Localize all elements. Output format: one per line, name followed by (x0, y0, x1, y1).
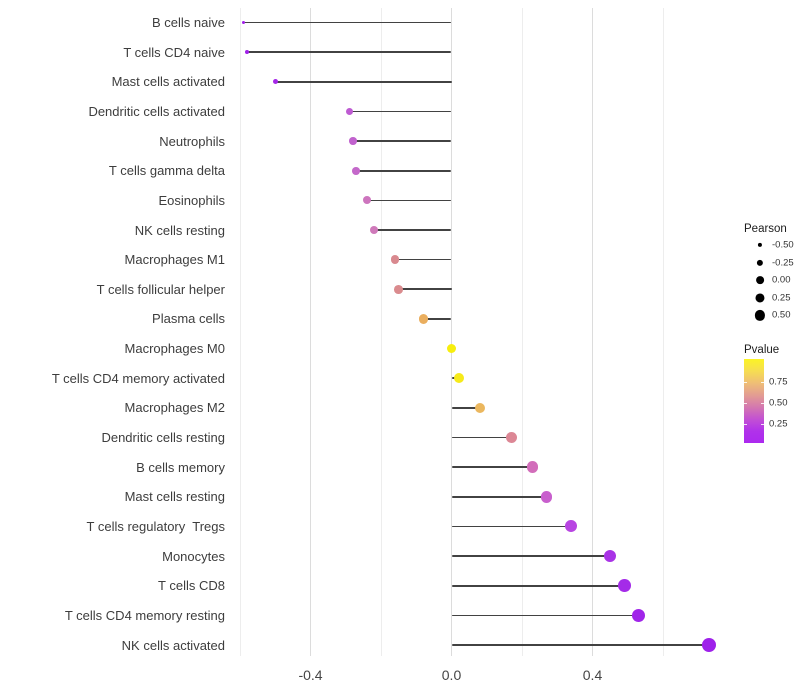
category-label: T cells follicular helper (96, 281, 225, 297)
category-label: T cells regulatory Tregs (86, 518, 225, 534)
pvalue-colorbar-tick (744, 382, 747, 384)
category-label: Mast cells resting (124, 489, 225, 505)
category-label: Macrophages M1 (124, 252, 225, 268)
gridline-minor (239, 8, 241, 656)
category-label: Dendritic cells resting (101, 430, 225, 445)
x-tick-label: 0.4 (582, 667, 603, 683)
lollipop-stick (349, 110, 452, 113)
category-label: T cells CD4 naive (123, 44, 225, 60)
lollipop-stick (373, 229, 452, 231)
pvalue-colorbar-tick (761, 402, 764, 404)
lollipop-dot (526, 461, 539, 473)
x-tick-label: -0.4 (298, 667, 323, 683)
lollipop-dot (617, 579, 631, 593)
lollipop-dot (631, 608, 645, 622)
lollipop-stick (451, 407, 480, 409)
lollipop-dot (349, 137, 357, 145)
lollipop-stick (451, 525, 572, 528)
lollipop-dot (362, 196, 371, 205)
gridline-major (592, 8, 593, 656)
category-label: B cells naive (152, 15, 225, 30)
lollipop-stick (451, 614, 639, 617)
category-label: T cells CD8 (158, 578, 225, 594)
pvalue-colorbar-label: 0.50 (769, 397, 788, 409)
lollipop-dot (446, 343, 457, 354)
lollipop-stick (451, 584, 625, 587)
category-label: B cells memory (136, 459, 225, 475)
lollipop-dot (418, 314, 428, 324)
pearson-legend-dot (756, 259, 764, 266)
lollipop-stick (451, 555, 611, 557)
lollipop-stick (356, 169, 452, 172)
category-label: Macrophages M0 (124, 341, 225, 357)
lollipop-dot (540, 491, 553, 503)
lollipop-stick (451, 644, 709, 646)
lollipop-stick (451, 466, 533, 468)
pearson-legend-dot (754, 310, 766, 321)
pvalue-colorbar-tick (761, 382, 764, 384)
category-label: T cells CD4 memory resting (64, 607, 225, 623)
lollipop-dot (272, 79, 278, 85)
lollipop-dot (345, 107, 353, 116)
lollipop-dot (701, 638, 716, 652)
lollipop-dot (603, 549, 617, 563)
lollipop-stick (366, 199, 452, 202)
lollipop-dot (352, 166, 361, 175)
lollipop-stick (352, 140, 452, 142)
pvalue-colorbar-tick (744, 402, 747, 404)
category-label: Plasma cells (152, 311, 225, 327)
lollipop-stick (247, 51, 452, 53)
lollipop-dot (474, 402, 485, 414)
gridline-major (451, 8, 452, 656)
pvalue-colorbar-label: 0.25 (769, 418, 788, 430)
category-label: NK cells activated (121, 637, 225, 653)
lollipop-dot (565, 520, 578, 533)
gridline-major (310, 8, 311, 656)
pvalue-colorbar (744, 359, 764, 443)
category-label: Dendritic cells activated (88, 103, 225, 119)
category-label: T cells gamma delta (108, 163, 225, 179)
lollipop-dot (453, 373, 464, 384)
lollipop-dot (394, 284, 403, 294)
lollipop-stick (398, 288, 452, 291)
category-label: Macrophages M2 (124, 400, 225, 416)
pearson-legend-label: -0.25 (772, 257, 794, 269)
pearson-legend-label: -0.50 (772, 239, 794, 251)
category-label: T cells CD4 memory activated (51, 370, 225, 386)
gridline-minor (521, 8, 523, 656)
x-tick-label: 0.0 (441, 667, 462, 683)
category-label: NK cells resting (134, 222, 225, 238)
lollipop-dot (369, 225, 378, 235)
lollipop-stick (451, 495, 547, 498)
pvalue-colorbar-tick (761, 423, 764, 425)
lollipop-dot (505, 432, 517, 443)
pearson-legend-dot (755, 293, 765, 303)
pearson-legend-dot (757, 242, 763, 248)
pvalue-legend-title: Pvalue (744, 344, 780, 356)
category-label: Mast cells activated (111, 74, 225, 90)
lollipop-stick (423, 318, 452, 320)
lollipop-dot (241, 20, 246, 25)
pearson-legend-dot (756, 276, 764, 285)
pearson-legend-label: 0.50 (772, 309, 791, 321)
pearson-legend-label: 0.25 (772, 292, 791, 304)
lollipop-dot (245, 50, 250, 55)
pearson-legend-title: Pearson (744, 223, 787, 235)
lollipop-stick (243, 21, 452, 24)
gridline-minor (662, 8, 664, 656)
lollipop-stick (395, 258, 452, 261)
pvalue-colorbar-tick (744, 423, 747, 425)
category-label: Eosinophils (158, 192, 226, 208)
pvalue-colorbar-label: 0.75 (769, 376, 788, 388)
category-label: Neutrophils (159, 133, 225, 149)
gridline-minor (380, 8, 382, 656)
category-label: Monocytes (162, 548, 225, 564)
lollipop-stick (451, 436, 512, 439)
pearson-legend-label: 0.00 (772, 274, 791, 286)
lollipop-dot (390, 255, 400, 264)
lollipop-stick (275, 80, 452, 83)
